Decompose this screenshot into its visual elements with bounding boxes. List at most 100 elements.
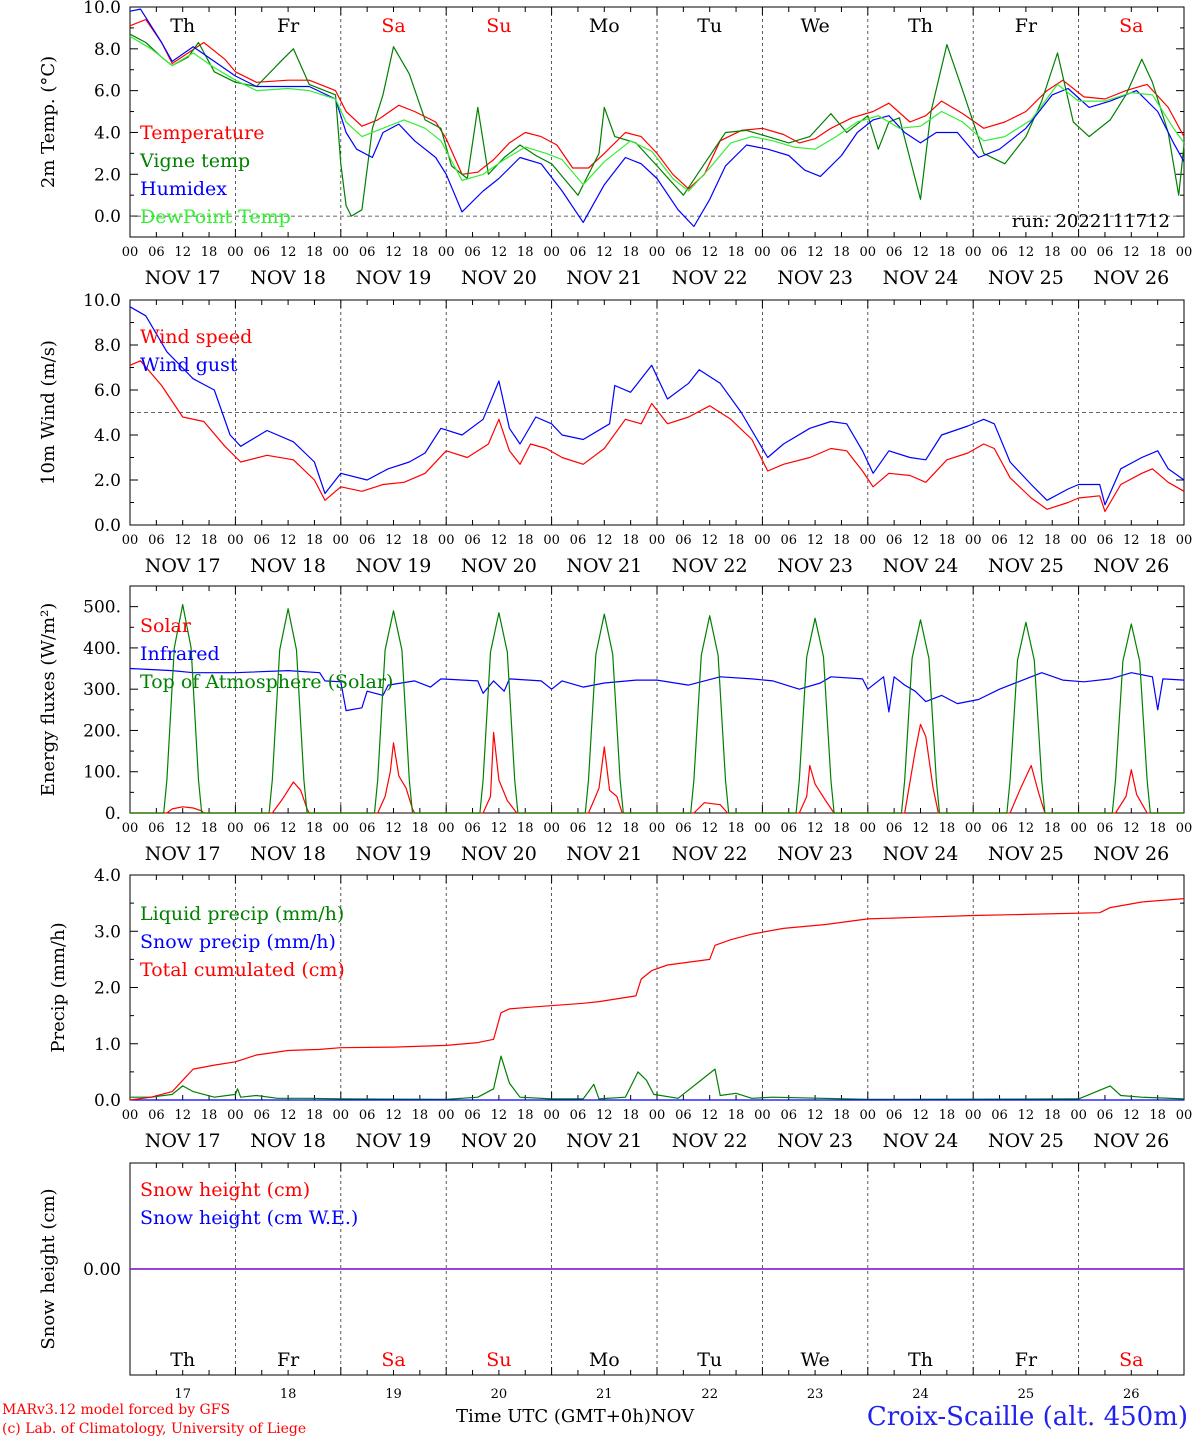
hour-label: 06 bbox=[675, 245, 692, 260]
y-tick-label: 6.0 bbox=[94, 381, 121, 401]
hour-label: 18 bbox=[1044, 533, 1061, 548]
hour-label: 06 bbox=[148, 245, 165, 260]
hour-label: 06 bbox=[464, 245, 481, 260]
hour-label: 06 bbox=[675, 821, 692, 836]
hour-label: 00 bbox=[122, 821, 139, 836]
hour-label: 00 bbox=[333, 245, 350, 260]
weekday-label: Th bbox=[908, 15, 933, 37]
weekday-label: Mo bbox=[589, 15, 620, 37]
hour-label: 06 bbox=[359, 533, 376, 548]
hour-label: 06 bbox=[991, 1108, 1008, 1123]
hour-label: 18 bbox=[939, 533, 956, 548]
hour-label: 00 bbox=[649, 1108, 666, 1123]
hour-label: 18 bbox=[622, 1108, 639, 1123]
hour-label: 12 bbox=[174, 533, 191, 548]
y-tick-label: 10.0 bbox=[83, 291, 121, 311]
hour-label: 18 bbox=[939, 821, 956, 836]
y-axis-label: 2m Temp. (°C) bbox=[38, 56, 59, 188]
y-axis-label: 10m Wind (m/s) bbox=[38, 340, 59, 485]
date-label: NOV 22 bbox=[672, 267, 748, 289]
hour-label: 00 bbox=[122, 245, 139, 260]
date-label: NOV 19 bbox=[356, 267, 432, 289]
hour-label: 00 bbox=[860, 533, 877, 548]
hour-label: 12 bbox=[1018, 533, 1035, 548]
date-label: NOV 19 bbox=[356, 1130, 432, 1152]
hour-label: 00 bbox=[754, 821, 771, 836]
legend-dewpoint-temp: DewPoint Temp bbox=[140, 206, 291, 228]
hour-label: 00 bbox=[1070, 821, 1087, 836]
hour-label: 06 bbox=[886, 533, 903, 548]
hour-label: 06 bbox=[570, 533, 587, 548]
hour-label: 18 bbox=[939, 245, 956, 260]
hour-label: 12 bbox=[912, 245, 929, 260]
hour-label: 06 bbox=[780, 533, 797, 548]
hour-label: 06 bbox=[675, 1108, 692, 1123]
hour-label: 18 bbox=[728, 533, 745, 548]
hour-label: 12 bbox=[701, 245, 718, 260]
y-tick-label: 200. bbox=[83, 721, 121, 741]
hour-label: 00 bbox=[965, 821, 982, 836]
date-label: NOV 23 bbox=[777, 843, 853, 865]
hour-label: 06 bbox=[1097, 533, 1114, 548]
date-label: NOV 25 bbox=[988, 1130, 1064, 1152]
legend-humidex: Humidex bbox=[140, 178, 227, 200]
hour-label: 12 bbox=[385, 821, 402, 836]
date-label: NOV 19 bbox=[356, 843, 432, 865]
hour-label: 18 bbox=[201, 1108, 218, 1123]
hour-label: 18 bbox=[306, 821, 323, 836]
y-tick-label: 4.0 bbox=[94, 866, 121, 886]
hour-label: 18 bbox=[306, 1108, 323, 1123]
hour-label: 06 bbox=[570, 245, 587, 260]
hour-label: 18 bbox=[201, 533, 218, 548]
hour-label: 12 bbox=[491, 1108, 508, 1123]
run-annotation: run: 2022111712 bbox=[1012, 211, 1170, 232]
lab-credit: (c) Lab. of Climatology, University of L… bbox=[2, 1421, 307, 1437]
y-tick-label: 2.0 bbox=[94, 979, 121, 999]
date-label: NOV 18 bbox=[250, 555, 326, 577]
date-label: NOV 17 bbox=[145, 1130, 221, 1152]
weekday-label: Tu bbox=[697, 1349, 722, 1371]
hour-label: 06 bbox=[253, 533, 270, 548]
date-label: NOV 17 bbox=[145, 555, 221, 577]
hour-label: 00 bbox=[965, 245, 982, 260]
date-label: NOV 23 bbox=[777, 555, 853, 577]
hour-label: 06 bbox=[991, 821, 1008, 836]
hour-label: 18 bbox=[517, 245, 534, 260]
hour-label: 00 bbox=[1176, 821, 1193, 836]
hour-label: 12 bbox=[807, 533, 824, 548]
date-label: NOV 23 bbox=[777, 267, 853, 289]
series-dewpoint-temp bbox=[129, 35, 1185, 192]
series-temperature bbox=[129, 18, 1185, 190]
hour-label: 18 bbox=[306, 533, 323, 548]
date-label: NOV 18 bbox=[250, 843, 326, 865]
date-label: NOV 23 bbox=[777, 1130, 853, 1152]
day-number-label: 18 bbox=[280, 1387, 297, 1402]
date-label: NOV 20 bbox=[461, 267, 537, 289]
hour-label: 06 bbox=[1097, 1108, 1114, 1123]
y-tick-label: 8.0 bbox=[94, 40, 121, 60]
hour-label: 12 bbox=[596, 245, 613, 260]
hour-label: 18 bbox=[1149, 1108, 1166, 1123]
series-vigne-temp bbox=[129, 33, 1185, 217]
date-label: NOV 20 bbox=[461, 1130, 537, 1152]
date-label: NOV 22 bbox=[672, 843, 748, 865]
legend-wind-gust: Wind gust bbox=[140, 354, 238, 376]
hour-label: 18 bbox=[412, 821, 429, 836]
y-tick-label: 4.0 bbox=[94, 426, 121, 446]
y-tick-label: 400. bbox=[83, 639, 121, 659]
y-tick-label: 300. bbox=[83, 680, 121, 700]
hour-label: 12 bbox=[174, 821, 191, 836]
hour-label: 18 bbox=[728, 821, 745, 836]
day-number-label: 21 bbox=[596, 1387, 613, 1402]
hour-label: 12 bbox=[912, 533, 929, 548]
hour-label: 18 bbox=[517, 533, 534, 548]
hour-label: 06 bbox=[148, 533, 165, 548]
hour-label: 06 bbox=[464, 821, 481, 836]
y-tick-label: 4.0 bbox=[94, 123, 121, 143]
hour-label: 00 bbox=[965, 1108, 982, 1123]
hour-label: 00 bbox=[649, 821, 666, 836]
hour-label: 12 bbox=[280, 821, 297, 836]
hour-label: 12 bbox=[174, 1108, 191, 1123]
hour-label: 00 bbox=[543, 821, 560, 836]
date-label: NOV 26 bbox=[1093, 555, 1169, 577]
